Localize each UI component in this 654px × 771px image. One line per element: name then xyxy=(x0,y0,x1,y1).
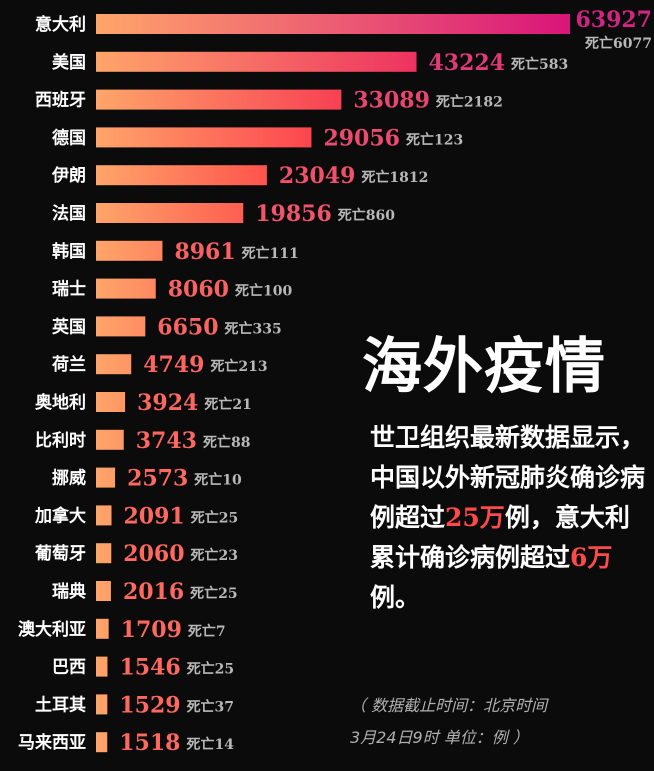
country-label: 葡萄牙 xyxy=(34,543,86,564)
note-line-2: 3月24日9时 单位：例 ） xyxy=(350,728,529,747)
summary-highlight-250k: 25万 xyxy=(445,503,505,532)
value-label: 1529 xyxy=(119,692,180,718)
bar xyxy=(96,354,132,375)
bar xyxy=(96,51,417,72)
summary-text-3: 例。 xyxy=(370,583,421,612)
value-label: 2060 xyxy=(123,541,184,567)
bar xyxy=(96,581,111,601)
country-label: 瑞典 xyxy=(52,581,86,602)
bar xyxy=(96,240,163,261)
value-label: 8961 xyxy=(174,239,235,265)
death-label: 死亡23 xyxy=(190,547,238,564)
country-label: 挪威 xyxy=(52,468,86,489)
value-label: 23049 xyxy=(279,163,356,189)
bar xyxy=(96,505,112,526)
value-label: 63927 xyxy=(575,7,652,33)
death-label: 死亡100 xyxy=(234,283,292,300)
country-label: 西班牙 xyxy=(35,91,86,111)
value-label: 4749 xyxy=(143,352,204,378)
country-label: 意大利 xyxy=(35,14,86,35)
bar xyxy=(96,392,126,412)
value-label: 2091 xyxy=(124,503,185,529)
death-label: 死亡7 xyxy=(187,623,226,640)
country-label: 英国 xyxy=(52,316,86,337)
value-label: 6650 xyxy=(157,314,218,340)
value-label: 43224 xyxy=(428,50,505,76)
bar xyxy=(96,89,342,110)
country-label: 奥地利 xyxy=(35,392,86,413)
death-label: 死亡25 xyxy=(186,661,234,678)
death-label: 死亡10 xyxy=(193,472,242,489)
death-label: 死亡123 xyxy=(405,131,463,148)
bar xyxy=(96,732,108,753)
death-label: 死亡583 xyxy=(510,56,568,73)
summary-text-2: 例，意大利累计确诊病例超过 xyxy=(370,503,630,572)
summary-paragraph: 世卫组织最新数据显示，中国以外新冠肺炎确诊病例超过25万例，意大利累计确诊病例超… xyxy=(370,418,650,618)
death-label: 死亡88 xyxy=(202,434,250,451)
country-label: 伊朗 xyxy=(51,165,86,186)
country-label: 瑞士 xyxy=(52,279,86,300)
bar xyxy=(96,278,156,299)
value-label: 1518 xyxy=(119,730,180,756)
country-label: 法国 xyxy=(52,203,86,224)
country-label: 德国 xyxy=(52,127,86,148)
summary-text-1: 世卫组织最新数据显示，中国以外新冠肺炎确诊病例超过 xyxy=(370,423,646,532)
bar xyxy=(96,656,108,677)
bar xyxy=(96,203,244,223)
bar xyxy=(96,429,124,450)
death-label: 死亡25 xyxy=(190,509,238,526)
note-line-1: （ 数据截止时间：北京时间 xyxy=(350,696,548,715)
value-label: 2016 xyxy=(123,579,184,605)
value-label: 19856 xyxy=(255,201,332,227)
country-label: 美国 xyxy=(52,52,86,73)
death-label: 死亡21 xyxy=(203,396,251,413)
country-label: 比利时 xyxy=(35,430,86,451)
bar xyxy=(96,467,116,488)
country-label: 韩国 xyxy=(52,241,86,262)
death-label: 死亡111 xyxy=(241,245,299,262)
death-label: 死亡6077 xyxy=(584,35,652,52)
bar xyxy=(96,14,570,34)
country-label: 巴西 xyxy=(52,658,86,678)
death-label: 死亡37 xyxy=(186,698,234,715)
country-label: 马来西亚 xyxy=(18,732,86,753)
headline: 海外疫情 xyxy=(362,332,606,402)
death-label: 死亡25 xyxy=(189,585,237,602)
bar xyxy=(96,165,267,186)
country-label: 土耳其 xyxy=(35,694,86,715)
bar xyxy=(96,127,312,148)
bar xyxy=(96,618,109,639)
value-label: 29056 xyxy=(323,125,400,151)
death-label: 死亡213 xyxy=(209,358,267,375)
summary-highlight-60k: 6万 xyxy=(570,543,613,572)
death-label: 死亡2182 xyxy=(435,94,503,111)
death-label: 死亡1812 xyxy=(360,169,428,186)
country-label: 荷兰 xyxy=(52,354,86,375)
bar xyxy=(96,316,146,337)
country-label: 澳大利亚 xyxy=(18,619,86,640)
value-label: 1546 xyxy=(119,655,180,681)
value-label: 2573 xyxy=(127,466,188,492)
data-note: （ 数据截止时间：北京时间 3月24日9时 单位：例 ） xyxy=(350,690,650,754)
value-label: 33089 xyxy=(353,88,430,114)
death-label: 死亡860 xyxy=(337,207,395,224)
value-label: 8060 xyxy=(168,277,229,303)
value-label: 3924 xyxy=(137,390,198,416)
bar xyxy=(96,694,108,715)
value-label: 3743 xyxy=(136,428,197,454)
country-label: 加拿大 xyxy=(34,505,86,526)
death-label: 死亡14 xyxy=(185,736,234,753)
bar xyxy=(96,543,112,564)
value-label: 1709 xyxy=(121,617,182,643)
death-label: 死亡335 xyxy=(224,320,282,337)
